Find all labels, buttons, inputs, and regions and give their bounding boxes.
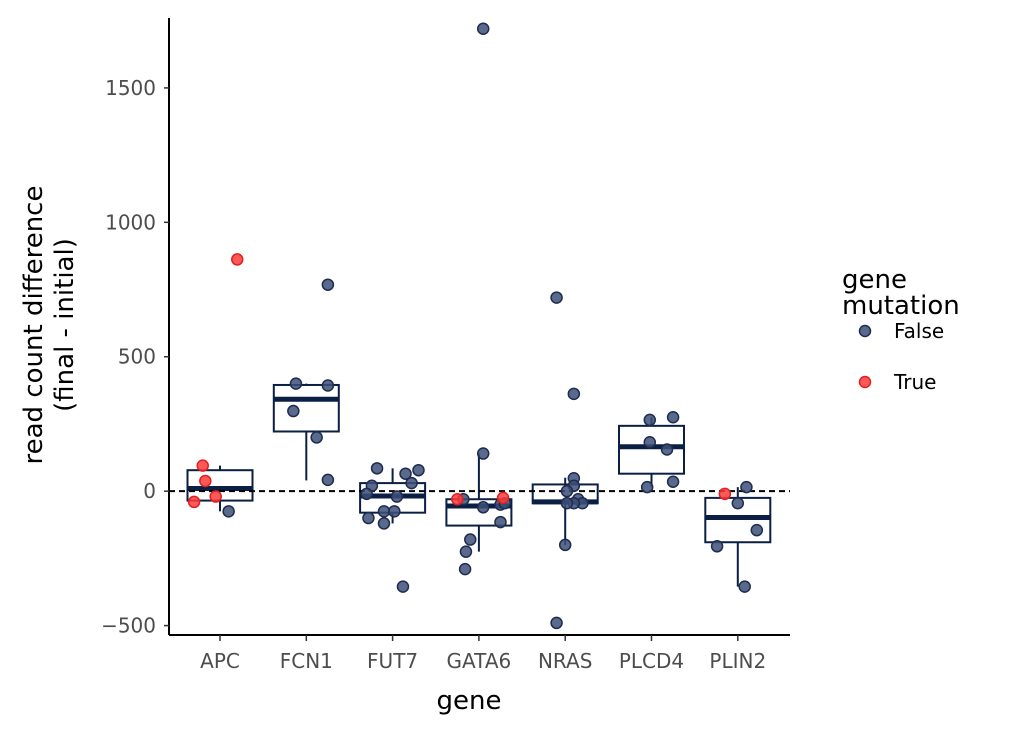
data-point-false (362, 511, 375, 525)
data-point-false (370, 462, 384, 475)
data-point-false (476, 22, 490, 36)
data-point-false (750, 523, 764, 537)
data-point-false (321, 473, 335, 487)
data-point-false (289, 377, 303, 390)
data-point-false (738, 580, 751, 593)
data-point-true (718, 487, 732, 501)
data-point-false (640, 480, 654, 494)
data-point-false (321, 278, 335, 291)
y-tick-label: 1500 (105, 76, 156, 100)
data-point-true (496, 491, 510, 505)
data-point-false (390, 490, 404, 503)
data-point-false (710, 540, 724, 553)
box-iqr (445, 498, 513, 527)
y-tick-label: 0 (143, 479, 156, 503)
data-point-false (310, 431, 323, 444)
y-tick-label: 1000 (105, 210, 156, 234)
data-point-false (222, 505, 235, 518)
data-point-false (412, 463, 425, 477)
y-axis-title-line-1: read count difference (19, 186, 49, 465)
data-point-false (464, 533, 477, 546)
data-point-false (399, 467, 412, 480)
data-point-false (560, 497, 574, 510)
data-point-true (187, 495, 201, 509)
x-tick-label: PLIN2 (709, 649, 766, 673)
y-axis-title: read count difference (final - initial) (19, 186, 80, 465)
y-tick-label: −500 (101, 614, 156, 638)
data-point-false (458, 562, 472, 576)
data-point-true (199, 474, 212, 488)
legend-label-true: True (893, 370, 936, 394)
box-iqr (618, 424, 685, 475)
box-fcn1 (272, 383, 340, 481)
data-point-false (388, 505, 401, 518)
data-point-false (643, 435, 657, 449)
legend: gene mutation False True (842, 265, 960, 394)
legend-label-false: False (894, 319, 944, 343)
data-point-false (476, 501, 490, 514)
data-point-false (550, 291, 563, 304)
data-point-false (405, 476, 418, 490)
legend-title-line-1: gene (842, 265, 907, 295)
data-point-false (321, 379, 335, 392)
data-point-true (231, 253, 244, 266)
data-point-false (666, 410, 680, 424)
tick-labels: −500 0 500 1000 1500 APC FCN1 FUT7 GATA6 NRAS PLCD… (101, 76, 766, 673)
x-tick-label: NRAS (538, 649, 592, 673)
data-point-false (731, 497, 745, 510)
data-point-false (558, 538, 572, 552)
box-iqr (272, 383, 340, 433)
y-tick-label: 500 (118, 345, 156, 369)
x-tick-label: FUT7 (367, 649, 418, 673)
data-point-false (643, 413, 657, 427)
data-point-true (451, 492, 464, 506)
data-point-false (476, 447, 490, 460)
x-tick-label: FCN1 (280, 649, 333, 673)
x-tick-label: PLCD4 (619, 649, 684, 673)
legend-key-true (858, 375, 872, 389)
legend-title-line-2: mutation (842, 291, 960, 321)
plot-area (169, 22, 790, 630)
data-point-false (494, 515, 507, 529)
data-point-false (567, 387, 581, 401)
data-point-false (459, 545, 473, 558)
data-point-false (560, 484, 574, 498)
data-point-true (209, 490, 222, 503)
y-axis-title-line-2: (final - initial) (50, 238, 80, 412)
data-point-false (740, 480, 753, 494)
data-point-false (666, 475, 680, 489)
data-point-false (377, 505, 391, 518)
x-tick-label: APC (200, 649, 240, 673)
data-point-false (377, 517, 391, 530)
data-point-false (550, 616, 563, 630)
data-point-true (196, 459, 209, 472)
data-point-false (660, 443, 674, 456)
legend-key-false (858, 324, 872, 338)
data-point-false (360, 487, 373, 501)
data-point-false (287, 404, 300, 418)
x-tick-label: GATA6 (447, 649, 512, 673)
data-point-false (396, 580, 410, 593)
x-axis-title: gene (437, 686, 502, 716)
